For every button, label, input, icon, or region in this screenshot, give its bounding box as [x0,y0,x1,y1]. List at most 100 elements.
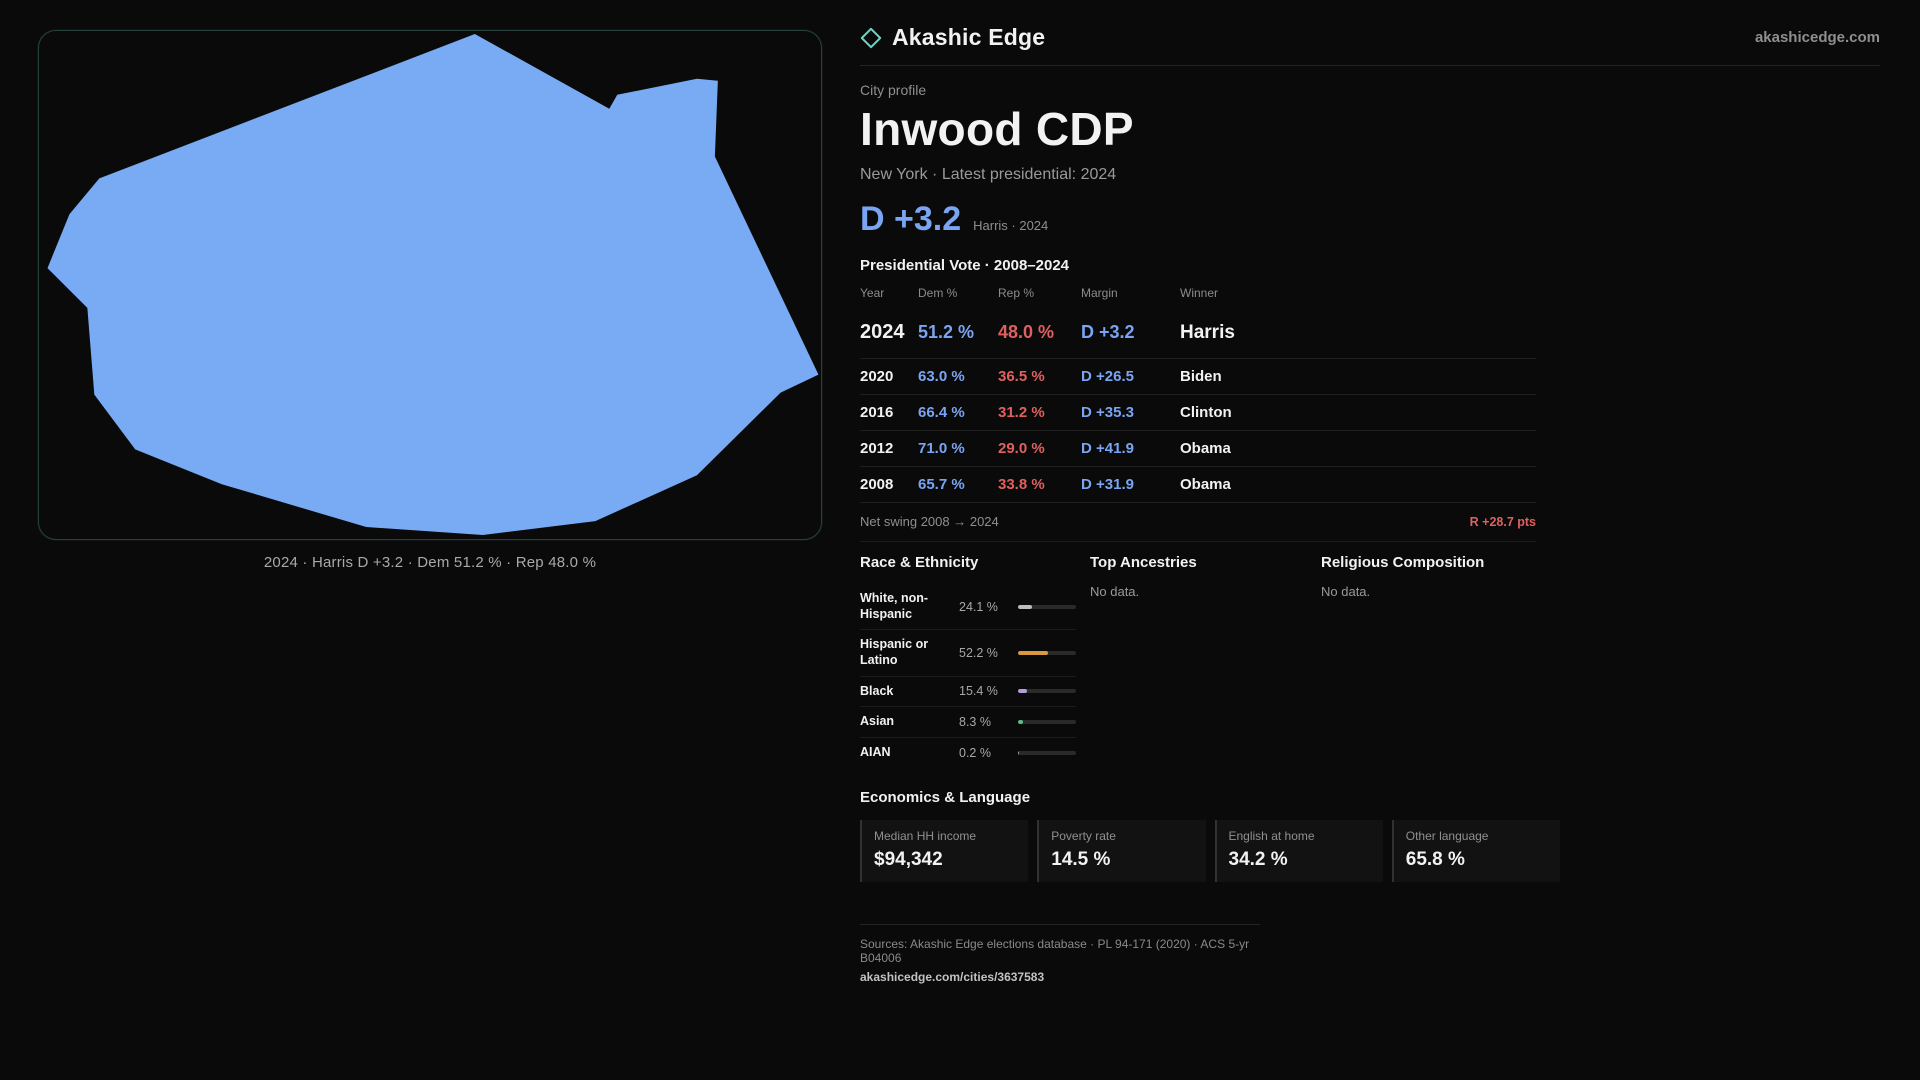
cell-year: 2024 [860,321,905,343]
map-pane: 2024 · Harris D +3.2 · Dem 51.2 % · Rep … [0,0,860,1080]
stat-card: Other language 65.8 % [1391,820,1560,883]
state-subtitle: New York · Latest presidential: 2024 [860,166,1117,183]
stat-label: Poverty rate [1051,829,1116,844]
cell-winner: Clinton [1180,404,1232,421]
page-kicker: City profile [860,82,927,98]
map-caption: 2024 · Harris D +3.2 · Dem 51.2 % · Rep … [263,554,597,571]
stat-card: English at home 34.2 % [1214,820,1383,883]
cell-margin: D +31.9 [1081,476,1134,493]
stat-card: Median HH income $94,342 [860,820,1029,883]
cell-dem: 63.0 % [918,368,965,385]
cell-year: 2008 [860,476,894,493]
race-value: 0.2 % [959,745,991,760]
cell-margin: D +35.3 [1081,404,1134,421]
table-row: 2012 71.0 % 29.0 % D +41.9 Obama [860,431,1536,467]
race-label: Black [860,683,894,698]
table-row: 2008 65.7 % 33.8 % D +31.9 Obama [860,467,1536,503]
cell-winner: Obama [1180,440,1231,457]
race-label: Hispanic or Latino [860,637,929,667]
cell-winner: Obama [1180,476,1231,493]
stat-value: 14.5 % [1051,849,1111,871]
col-header-rep: Rep % [998,286,1035,300]
col-header-margin: Margin [1081,286,1118,300]
vote-table-title: Presidential Vote · 2008–2024 [860,257,1070,274]
cell-dem: 71.0 % [918,440,965,457]
cell-winner: Biden [1180,368,1222,385]
cell-margin: D +3.2 [1081,322,1135,342]
race-label: Asian [860,714,895,729]
permalink[interactable]: akashicedge.com/cities/3637583 [860,970,1045,985]
economics-title: Economics & Language [860,789,1031,807]
headline-margin-row: D +3.2 Harris · 2024 [860,200,1880,239]
net-swing-value: R +28.7 pts [1469,514,1536,529]
diamond-icon [860,27,882,48]
race-bar [1018,689,1076,694]
sources-text: Sources: Akashic Edge elections database… [860,937,1250,966]
cell-dem: 51.2 % [918,322,975,342]
headline-margin-value: D +3.2 [860,200,962,238]
race-row: Hispanic or Latino 52.2 % [860,630,1076,677]
table-row: 2020 63.0 % 36.5 % D +26.5 Biden [860,359,1536,395]
stat-label: English at home [1228,829,1315,844]
cell-rep: 31.2 % [998,404,1045,421]
cell-dem: 66.4 % [918,404,965,421]
race-value: 24.1 % [959,599,998,614]
cell-year: 2016 [860,404,894,421]
stat-label: Median HH income [874,829,977,844]
cell-margin: D +41.9 [1081,440,1134,457]
race-bar [1018,719,1076,724]
cell-margin: D +26.5 [1081,368,1134,385]
col-header-winner: Winner [1180,286,1219,300]
race-ethnicity-column: Race & Ethnicity White, non-Hispanic 24.… [860,554,1090,767]
race-bar [1018,750,1076,755]
ancestries-title: Top Ancestries [1090,554,1197,571]
cell-year: 2020 [860,368,894,385]
city-boundary-polygon [47,33,819,536]
cell-rep: 33.8 % [998,476,1045,493]
vote-table-header: Year Dem % Rep % Margin Winner [860,286,1536,309]
net-swing-label: Net swing 2008 → 2024 [860,514,999,529]
demographics-section: Race & Ethnicity White, non-Hispanic 24.… [860,554,1536,767]
race-value: 52.2 % [959,645,998,660]
cell-rep: 36.5 % [998,368,1045,385]
vote-table: Year Dem % Rep % Margin Winner 2024 51.2… [860,286,1536,503]
race-row: Asian 8.3 % [860,707,1076,738]
race-label: AIAN [860,744,891,759]
stat-label: Other language [1405,829,1489,844]
stat-value: 65.8 % [1405,849,1465,871]
race-ethnicity-title: Race & Ethnicity [860,554,979,571]
cell-winner: Harris [1180,322,1235,343]
table-row: 2024 51.2 % 48.0 % D +3.2 Harris [860,309,1536,359]
religion-title: Religious Composition [1321,554,1485,571]
cell-rep: 48.0 % [998,322,1055,342]
headline-margin-note: Harris · 2024 [973,218,1049,233]
race-value: 8.3 % [959,714,991,729]
col-header-dem: Dem % [918,286,958,300]
stat-value: 34.2 % [1228,849,1288,871]
brand-name: Akashic Edge [892,24,1046,50]
race-bar [1018,650,1076,655]
cell-rep: 29.0 % [998,440,1045,457]
cell-year: 2012 [860,440,894,457]
ancestries-empty-state: No data. [1090,584,1140,599]
cell-dem: 65.7 % [918,476,965,493]
brand-domain-link[interactable]: akashicedge.com [1754,29,1880,46]
net-swing-row: Net swing 2008 → 2024 R +28.7 pts [860,503,1536,542]
religion-column: Religious Composition No data. [1321,554,1536,767]
page-title: Inwood CDP [860,103,1134,155]
map-panel [38,30,822,540]
stat-value: $94,342 [874,849,943,871]
ancestries-column: Top Ancestries No data. [1090,554,1321,767]
race-row: AIAN 0.2 % [860,738,1076,768]
stat-card: Poverty rate 14.5 % [1037,820,1206,883]
race-bar [1018,604,1076,609]
col-header-year: Year [860,286,885,300]
race-row: White, non-Hispanic 24.1 % [860,584,1076,631]
race-label: White, non-Hispanic [860,591,929,621]
profile-pane: Akashic Edge akashicedge.com City profil… [860,0,1920,1080]
race-value: 15.4 % [959,684,998,699]
header-bar: Akashic Edge akashicedge.com [860,24,1880,66]
city-boundary-map [47,33,819,536]
religion-empty-state: No data. [1321,584,1371,599]
